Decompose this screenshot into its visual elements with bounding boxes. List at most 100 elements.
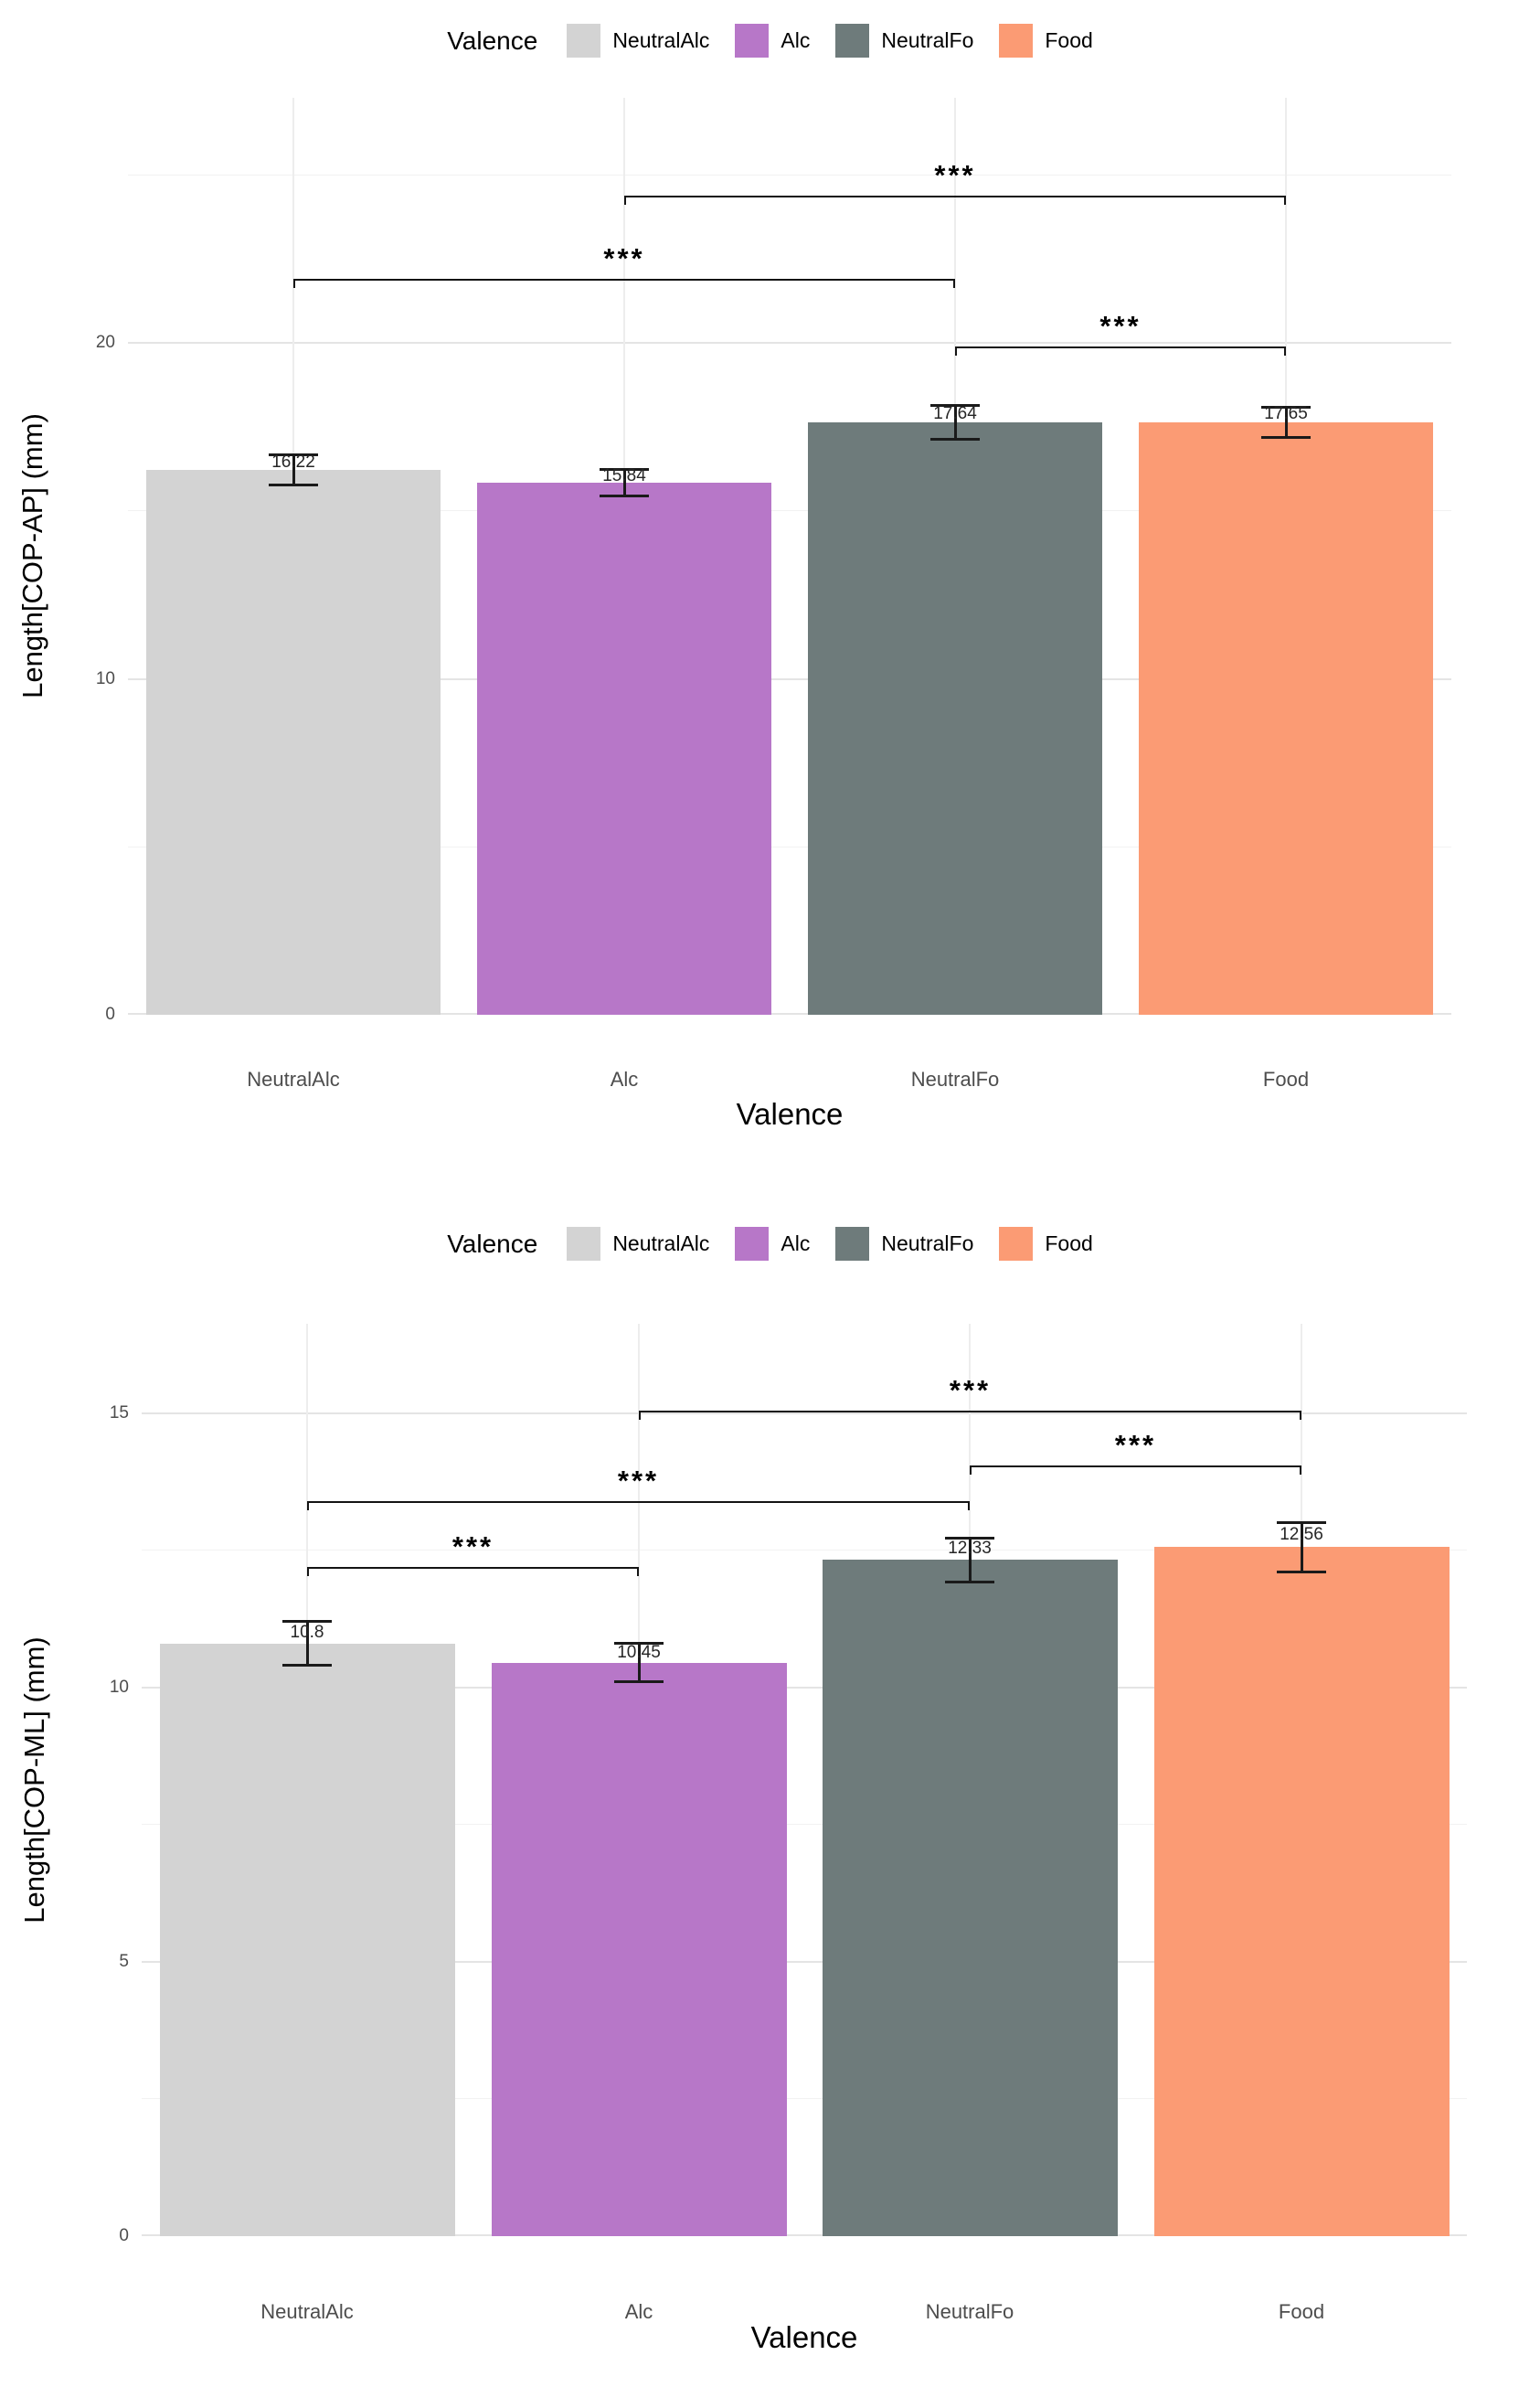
x-axis-tick-label: NeutralFo [910,1068,1000,1091]
legend-item-alc: Alc [735,24,810,58]
significance-bracket-end [955,346,957,356]
gridline-minor [128,175,1451,176]
significance-bracket-line [624,195,1286,197]
x-axis-tick-label: Alc [610,1068,639,1091]
bar-value-label: 17.64 [933,403,977,423]
legend-item-neutralalc: NeutralAlc [567,24,709,58]
error-cap-bottom [945,1580,994,1583]
gridline-major [142,1686,1467,1689]
bar-neutralfo [822,1560,1118,2236]
bar-food [1153,1547,1450,2236]
legend-swatch-neutralalc [567,1227,601,1261]
error-bar-neutralalc [305,1621,309,1666]
significance-bracket-end [624,195,626,205]
error-cap-top [1261,405,1311,409]
significance-bracket-end [970,1465,972,1475]
legend-item-neutralfo: NeutralFo [835,1227,973,1261]
significance-stars: *** [617,1464,660,1497]
significance-stars: *** [603,242,645,275]
legend-item-label: NeutralAlc [612,28,710,52]
legend-swatch-alc [735,1227,770,1261]
bar-neutralalc [146,470,441,1015]
legend-title: Valence [447,26,538,55]
error-cap-bottom [282,1664,332,1668]
significance-bracket-line [970,1465,1301,1467]
significance-stars: *** [451,1529,494,1562]
error-cap-bottom [1277,1570,1326,1573]
y-axis-tick-label: 10 [109,1677,129,1697]
gridline-minor [128,510,1451,512]
significance-stars: *** [1114,1428,1157,1461]
y-axis-title: Length[COP-ML] (mm) [18,1636,50,1923]
error-cap-top [600,467,649,471]
significance-stars: *** [934,158,976,191]
significance-bracket-end [1284,195,1286,205]
significance-bracket-end [307,1500,309,1510]
error-cap-bottom [930,437,980,441]
significance-bracket-end [953,279,955,289]
bar-value-label: 15.84 [602,465,646,485]
legend-swatch-neutralalc [567,24,601,58]
gridline-major [142,1412,1467,1414]
bar-food [1139,421,1433,1015]
bar-alc [477,483,771,1015]
error-cap-top [930,404,980,408]
x-axis-tick-label: NeutralAlc [247,1068,340,1091]
legend-item-label: Food [1045,1231,1093,1255]
legend-swatch-alc [735,24,770,58]
bar-value-label: 16.22 [271,452,315,472]
plot-area: 10.8 10.45 12.33 12.56 0 5 10 15 NeutralAlc Alc Ne… [110,1324,1467,2323]
x-axis-tick-label: Food [1278,2300,1325,2323]
significance-bracket-end [1300,1410,1301,1420]
significance-stars: *** [1099,309,1142,342]
significance-bracket-end [968,1500,970,1510]
y-axis-tick-label: 0 [119,2226,129,2245]
bar-value-label: 12.33 [948,1539,992,1559]
significance-stars: *** [949,1373,992,1406]
error-cap-bottom [269,484,318,487]
error-bar-alc [637,1643,641,1682]
bar-value-label: 17.65 [1264,404,1308,424]
significance-bracket-end [1300,1465,1301,1475]
error-bar-alc [622,469,626,496]
x-axis-tick-label: Alc [624,2300,653,2323]
legend-title: Valence [447,1229,538,1258]
bar-alc [491,1662,787,2236]
legend-swatch-food [999,24,1034,58]
legend-swatch-food [999,1227,1034,1261]
legend-item-neutralfo: NeutralFo [835,24,973,58]
x-axis-tick-label: NeutralFo [925,2300,1014,2323]
error-cap-top [269,453,318,457]
bar-neutralalc [159,1643,455,2236]
x-axis-title: Valence [736,1097,844,1131]
gridline-major [128,677,1451,680]
legend-swatch-neutralfo [835,1227,870,1261]
gridline-major [128,342,1451,345]
error-cap-top [945,1536,994,1540]
gridline-major [142,2234,1467,2236]
significance-bracket-end [637,1566,639,1576]
legend-item-neutralalc: NeutralAlc [567,1227,709,1261]
legend-item-label: NeutralFo [881,1231,974,1255]
significance-bracket-line [307,1566,639,1569]
bar-neutralfo [808,421,1102,1015]
bar-value-label: 10.8 [290,1622,324,1642]
legend: Valence NeutralAlc Alc NeutralFo Food [0,24,1540,58]
error-cap-bottom [614,1680,664,1684]
legend-item-label: NeutralAlc [612,1231,710,1255]
error-cap-top [1277,1520,1326,1524]
bar-value-label: 12.56 [1280,1524,1323,1544]
y-axis-tick-label: 20 [95,333,115,353]
error-cap-bottom [600,495,649,498]
bar-value-label: 10.45 [617,1643,661,1663]
gridline-major [142,1960,1467,1963]
y-axis-tick-label: 10 [95,668,115,688]
legend-item-label: NeutralFo [881,28,974,52]
legend-item-label: Alc [781,28,811,52]
legend-item-label: Alc [781,1231,811,1255]
error-cap-top [614,1642,664,1646]
x-axis-tick-label: Food [1262,1068,1310,1091]
gridline-minor [142,1824,1467,1826]
significance-bracket-end [639,1410,641,1420]
legend-item-food: Food [999,1227,1093,1261]
